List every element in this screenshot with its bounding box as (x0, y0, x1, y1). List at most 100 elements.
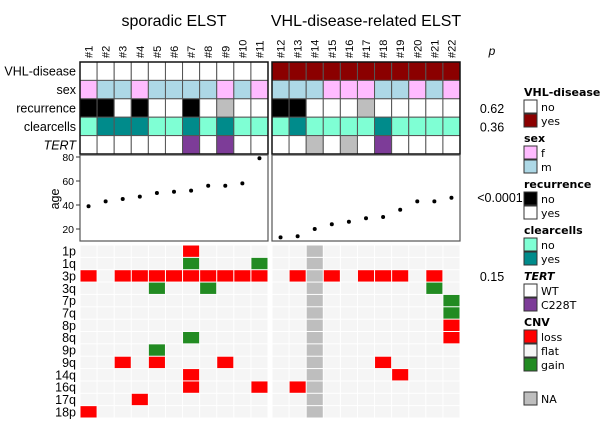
annotation-cell (408, 61, 427, 81)
annotation-cell (408, 98, 427, 118)
cnv-cell (443, 344, 460, 356)
y-tick-label: 40 (62, 200, 74, 212)
cnv-cell (409, 332, 426, 344)
cnv-cell (80, 381, 97, 393)
annotation-cell (96, 135, 115, 155)
cnv-cell (217, 294, 234, 307)
cnv-cell (200, 294, 217, 307)
annotation-cell (339, 61, 358, 81)
annotation-cell (442, 79, 461, 100)
cnv-cell (97, 294, 114, 307)
cnv-cell (217, 369, 234, 381)
annotation-cell (96, 79, 115, 100)
cnv-cell (80, 369, 97, 381)
cnv-cell (234, 294, 251, 307)
legend-swatch (523, 343, 538, 358)
cnv-cell (131, 257, 148, 270)
cnv-cell (443, 406, 460, 418)
cnv-cell (217, 282, 234, 294)
legend-swatch (523, 99, 538, 114)
annotation-row-label: clearcells (24, 120, 76, 134)
sample-label: #14 (310, 40, 322, 58)
cnv-cell (357, 245, 375, 257)
sample-label: #4 (135, 46, 147, 58)
annotation-cell (442, 61, 461, 81)
cnv-cell (392, 257, 409, 270)
annotation-cell (271, 98, 290, 118)
cnv-cell (340, 282, 357, 294)
annotation-cell (130, 135, 149, 155)
cnv-cell (234, 270, 251, 282)
cnv-cell (251, 294, 268, 307)
age-point (432, 199, 437, 204)
annotation-cell (322, 135, 341, 155)
sample-label: #8 (203, 46, 215, 58)
cnv-cell (217, 344, 234, 356)
cnv-cell (97, 406, 114, 418)
legend-title: CNV (524, 316, 550, 329)
age-point (381, 215, 386, 219)
cnv-cell (392, 332, 409, 344)
cnv-cell (289, 393, 306, 406)
sample-label: #19 (395, 40, 407, 58)
sample-label: #1 (84, 46, 96, 58)
annotation-cell (199, 98, 218, 118)
cnv-cell (114, 332, 131, 344)
cnv-row-label: 3q (62, 282, 76, 296)
cnv-cell (148, 393, 165, 406)
cnv-cell (340, 344, 357, 356)
annotation-cell (199, 61, 218, 81)
annotation-cell (233, 61, 252, 81)
annotation-cell (356, 61, 376, 81)
cnv-cell (340, 369, 357, 381)
cnv-cell (251, 393, 268, 406)
cnv-cell (251, 356, 268, 369)
y-tick-label: 80 (62, 152, 74, 164)
cnv-cell (97, 356, 114, 369)
cnv-cell (426, 332, 443, 344)
cnv-cell (272, 319, 289, 331)
group-title: sporadic ELST (122, 13, 227, 30)
cnv-cell (357, 406, 375, 418)
cnv-cell (200, 282, 217, 294)
cnv-cell (357, 381, 375, 393)
cnv-row-label: 8q (62, 331, 76, 345)
cnv-cell (200, 307, 217, 319)
cnv-cell (323, 332, 340, 344)
annotation-cell (233, 116, 252, 137)
cnv-cell (200, 393, 217, 406)
annotation-cell (216, 116, 235, 137)
legend-label: m (541, 161, 552, 174)
cnv-cell (323, 406, 340, 418)
legend-label: yes (541, 207, 560, 220)
cnv-cell (323, 257, 340, 270)
cnv-cell (114, 393, 131, 406)
cnv-cell (183, 319, 200, 331)
annotation-cell (250, 61, 269, 81)
cnv-cell (306, 282, 323, 294)
annotation-cell (182, 135, 201, 155)
age-point (154, 191, 159, 195)
cnv-cell (165, 332, 183, 344)
annotation-cell (391, 135, 410, 155)
cnv-cell (200, 344, 217, 356)
cnv-cell (200, 270, 217, 282)
cnv-cell (272, 270, 289, 282)
legend-label: no (541, 101, 555, 114)
cnv-cell (289, 406, 306, 418)
annotation-cell (391, 116, 410, 137)
legend-label: NA (541, 393, 557, 406)
sample-label: #10 (237, 40, 249, 58)
legend-swatch (523, 237, 538, 252)
cnv-cell (323, 356, 340, 369)
cnv-cell (272, 406, 289, 418)
cnv-cell (443, 369, 460, 381)
cnv-cell (443, 332, 460, 344)
annotation-cell (391, 79, 410, 100)
age-point (223, 183, 228, 188)
age-point (240, 181, 245, 186)
cnv-cell (165, 406, 183, 418)
cnv-cell (165, 344, 183, 356)
cnv-cell (217, 356, 234, 369)
cnv-cell (409, 381, 426, 393)
